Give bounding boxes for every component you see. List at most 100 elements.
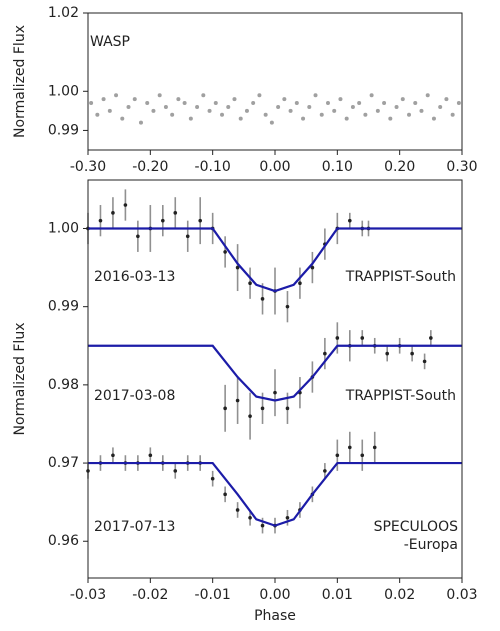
data-point — [357, 101, 362, 106]
annotation: TRAPPIST-South — [345, 388, 456, 404]
data-point — [410, 351, 414, 356]
data-point — [269, 120, 274, 125]
data-point — [148, 453, 153, 458]
x-tick-label: 0.30 — [446, 159, 477, 175]
y-tick-label: 0.98 — [48, 377, 79, 393]
data-point — [438, 104, 443, 109]
data-point — [385, 351, 390, 356]
data-point — [285, 406, 290, 411]
data-point — [348, 445, 352, 450]
data-point — [201, 93, 206, 98]
y-tick-label: 0.99 — [48, 122, 79, 138]
data-point — [123, 203, 128, 207]
data-point — [220, 112, 225, 117]
plot-frame — [87, 179, 463, 579]
x-tick-label: -0.02 — [132, 587, 168, 603]
data-point — [369, 93, 374, 98]
data-point — [163, 104, 168, 109]
y-tick-label: 0.96 — [48, 533, 79, 549]
data-point — [444, 97, 449, 102]
annotation: -Europa — [404, 537, 458, 553]
data-point — [323, 351, 327, 356]
data-point — [182, 101, 187, 106]
data-point — [363, 112, 368, 117]
annotation: 2017-07-13 — [94, 519, 175, 535]
data-point — [298, 281, 302, 286]
y-tick-label: 0.97 — [48, 455, 79, 471]
data-point — [422, 359, 427, 364]
data-point — [120, 116, 125, 121]
data-point — [301, 116, 306, 121]
x-tick-label: 0.00 — [259, 587, 290, 603]
data-point — [173, 469, 178, 473]
data-point — [360, 453, 365, 458]
data-point — [136, 234, 140, 239]
data-point — [114, 93, 119, 98]
data-point — [188, 116, 193, 121]
x-tick-label: -0.10 — [195, 159, 231, 175]
data-point — [348, 218, 352, 223]
data-point — [413, 101, 418, 106]
data-point — [185, 234, 190, 239]
model-line — [88, 461, 462, 527]
y-tick-label: 1.00 — [48, 220, 79, 236]
data-point — [382, 101, 387, 106]
data-point — [238, 116, 243, 121]
data-point — [375, 108, 380, 113]
data-point — [235, 398, 240, 403]
data-point — [276, 104, 281, 109]
data-point — [132, 97, 137, 102]
data-point — [310, 265, 315, 270]
data-point — [89, 101, 94, 106]
data-point — [350, 104, 355, 109]
data-point — [251, 101, 256, 106]
x-tick-label: -0.03 — [70, 587, 106, 603]
data-point — [223, 406, 227, 411]
x-tick-label: -0.01 — [195, 587, 231, 603]
data-point — [157, 93, 162, 98]
data-point — [307, 104, 312, 109]
data-point — [161, 218, 165, 223]
model-line — [88, 227, 462, 293]
data-point — [111, 453, 115, 458]
x-tick-label: 0.01 — [322, 587, 353, 603]
data-point — [323, 469, 327, 473]
data-point — [394, 104, 399, 109]
data-point — [407, 112, 412, 117]
data-point — [425, 93, 430, 98]
data-point — [170, 112, 175, 117]
model-line — [88, 344, 462, 402]
data-point — [257, 93, 262, 98]
y-tick-label: 1.00 — [48, 83, 79, 99]
data-point — [372, 445, 377, 450]
data-point — [95, 112, 100, 117]
annotation: WASP — [90, 34, 130, 50]
x-axis-label: Phase — [254, 608, 296, 624]
data-point — [319, 112, 324, 117]
data-point — [285, 515, 290, 520]
data-point — [235, 265, 240, 270]
data-point — [263, 112, 268, 117]
y-axis-label: Normalized Flux — [12, 323, 28, 436]
data-point — [313, 93, 318, 98]
data-point — [226, 104, 231, 109]
data-point — [126, 104, 131, 109]
data-point — [111, 211, 115, 215]
data-point — [207, 108, 212, 113]
data-point — [344, 116, 349, 121]
data-point — [107, 108, 112, 113]
y-axis-label: Normalized Flux — [12, 25, 28, 138]
data-point — [244, 108, 249, 113]
data-point — [223, 492, 227, 497]
data-point — [260, 406, 265, 411]
data-point — [429, 336, 433, 340]
annotation: 2016-03-13 — [94, 269, 175, 285]
data-point — [235, 508, 240, 512]
x-tick-label: 0.02 — [384, 587, 415, 603]
annotation: 2017-03-08 — [94, 388, 175, 404]
data-point — [285, 304, 290, 309]
data-point — [260, 523, 265, 528]
data-point — [176, 97, 181, 102]
data-point — [338, 97, 343, 102]
